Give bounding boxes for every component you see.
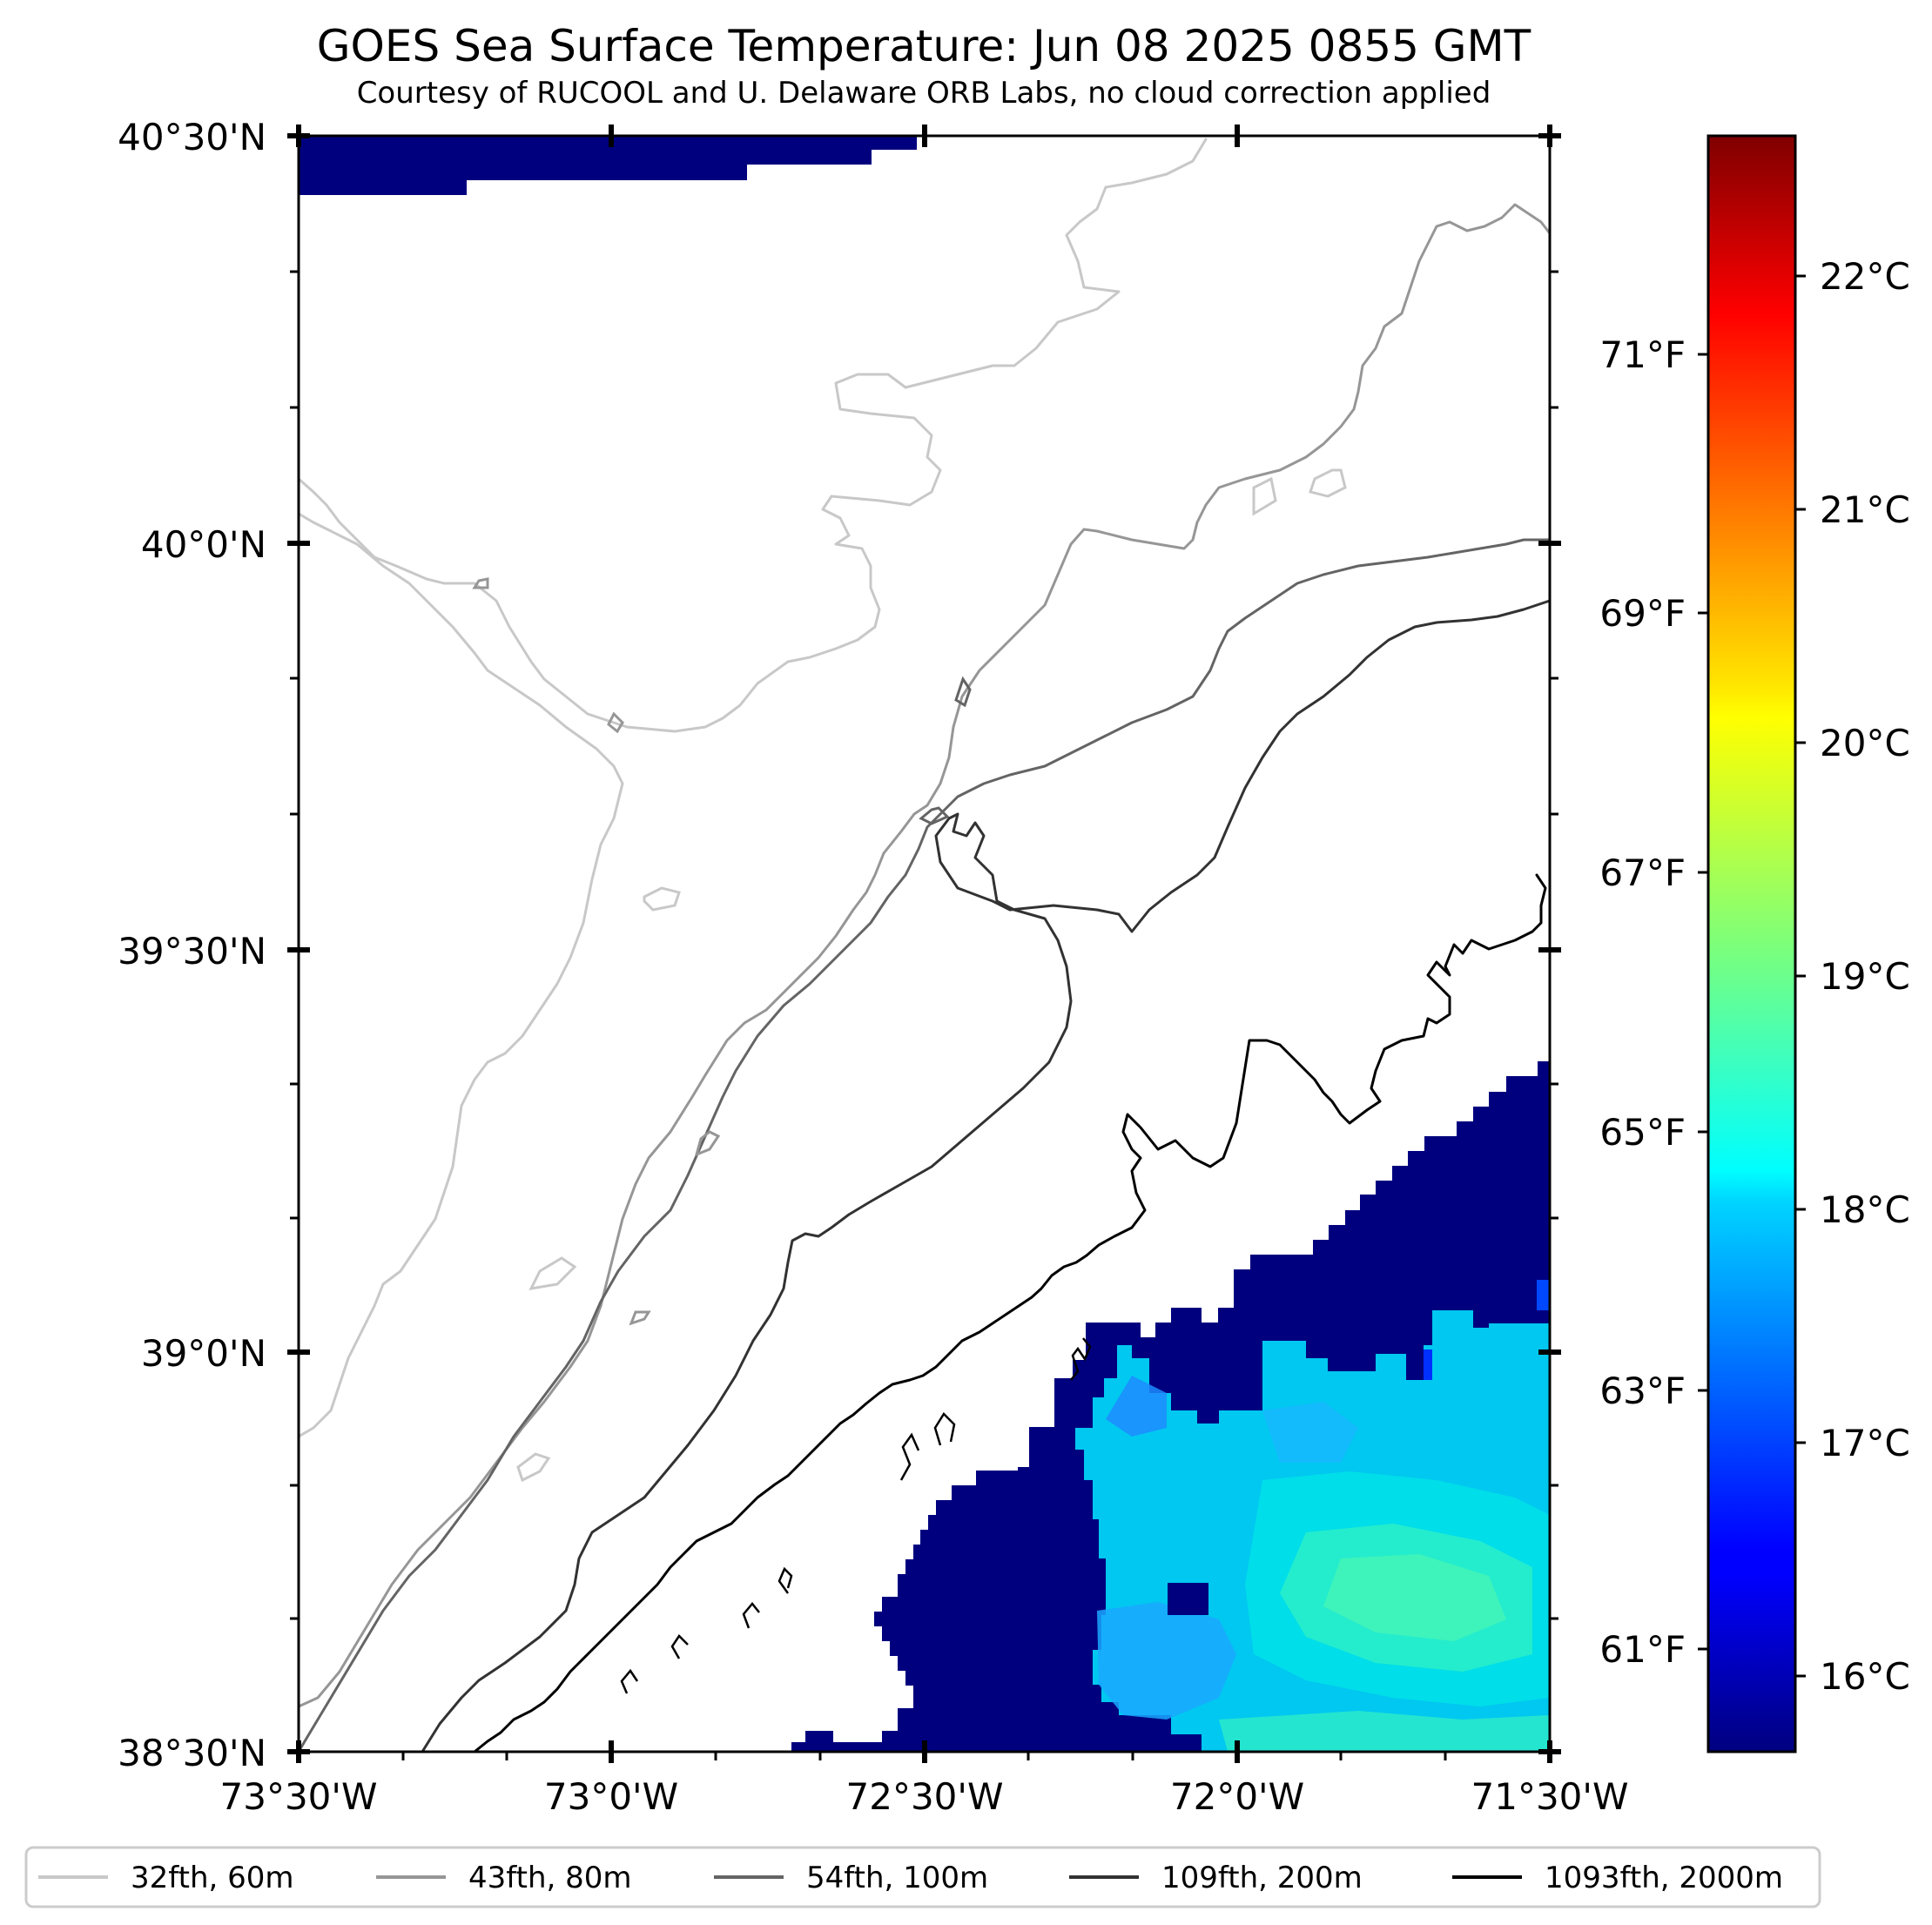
nodata-region-north [299, 136, 917, 195]
contour-200m [421, 599, 1550, 1752]
map-minor-ticks [290, 270, 1558, 1760]
map-subtitle: Courtesy of RUCOOL and U. Delaware ORB L… [357, 76, 1491, 111]
celsius-tick-label: 22°C [1820, 255, 1910, 298]
lat-label: 40°30'N [118, 116, 266, 158]
fahrenheit-tick-label: 65°F [1599, 1111, 1686, 1154]
lon-label: 73°30'W [220, 1775, 378, 1818]
legend-label: 43fth, 80m [468, 1861, 632, 1895]
lat-label: 38°30'N [118, 1732, 266, 1774]
contour-60m [299, 138, 1208, 1438]
sst-field [1075, 1280, 1550, 1752]
lat-label: 39°0'N [141, 1332, 266, 1375]
depth-legend: 32fth, 60m 43fth, 80m 54fth, 100m 109fth… [24, 1846, 1821, 1908]
celsius-tick-label: 17°C [1820, 1422, 1910, 1464]
map-title: GOES Sea Surface Temperature: Jun 08 202… [317, 21, 1531, 71]
fahrenheit-tick-label: 61°F [1599, 1628, 1686, 1671]
colorbar [1706, 134, 1797, 1753]
contour-60m-detail [516, 468, 1347, 1483]
lon-label: 71°30'W [1471, 1775, 1629, 1818]
lon-label: 72°30'W [846, 1775, 1004, 1818]
celsius-tick-label: 20°C [1820, 722, 1910, 764]
contour-100m [299, 538, 1550, 1752]
contour-80m-detail [472, 577, 721, 1326]
lon-label: 72°0'W [1170, 1775, 1304, 1818]
legend-label: 32fth, 60m [131, 1861, 294, 1895]
map-ticks [287, 125, 1561, 1763]
lat-label: 39°30'N [118, 930, 266, 973]
fahrenheit-tick-label: 67°F [1599, 851, 1686, 894]
contour-80m [299, 203, 1550, 1708]
contour-100m-detail [919, 676, 972, 825]
contour-2000m-detail [620, 1337, 1092, 1694]
contour-2000m [473, 873, 1547, 1752]
celsius-tick-label: 18°C [1820, 1188, 1910, 1231]
celsius-tick-label: 16°C [1820, 1655, 1910, 1698]
fahrenheit-tick-label: 71°F [1599, 333, 1686, 376]
map-area [299, 136, 1550, 1752]
lat-label: 40°0'N [141, 523, 266, 566]
celsius-tick-label: 21°C [1820, 488, 1910, 531]
fahrenheit-tick-label: 63°F [1599, 1370, 1686, 1412]
celsius-tick-label: 19°C [1820, 955, 1910, 998]
legend-label: 109fth, 200m [1161, 1861, 1363, 1895]
fahrenheit-tick-label: 69°F [1599, 592, 1686, 635]
legend-label: 1093fth, 2000m [1545, 1861, 1783, 1895]
lon-label: 73°0'W [544, 1775, 678, 1818]
legend-label: 54fth, 100m [806, 1861, 988, 1895]
